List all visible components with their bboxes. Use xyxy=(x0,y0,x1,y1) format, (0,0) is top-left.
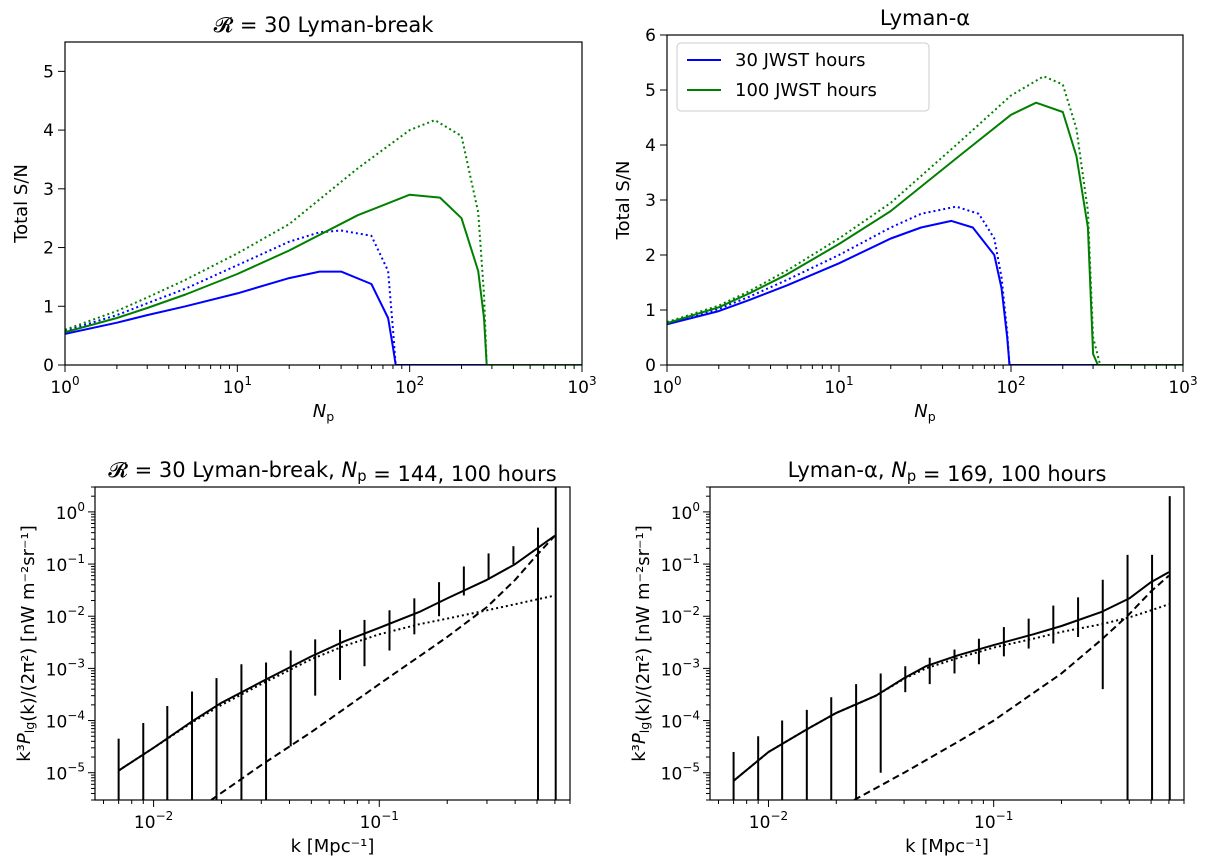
y-tick-label: 10−4 xyxy=(46,709,85,733)
y-tick-label: 0 xyxy=(43,356,54,376)
plot-area xyxy=(667,75,1183,365)
series-line-2 xyxy=(667,205,1183,365)
series-line-1 xyxy=(732,571,1170,782)
x-tick-label: 103 xyxy=(1168,374,1197,398)
series-line-2 xyxy=(118,594,556,772)
series-line-1 xyxy=(667,219,1183,365)
y-tick-label: 10−1 xyxy=(661,552,700,576)
series-line-1 xyxy=(118,534,556,772)
series-line-3 xyxy=(667,101,1183,365)
series-line-2 xyxy=(65,229,582,365)
series-line-3 xyxy=(210,535,556,800)
y-tick-label: 10−1 xyxy=(46,552,85,576)
plot-area xyxy=(732,496,1171,800)
axes-frame xyxy=(94,486,571,801)
y-tick-label: 3 xyxy=(645,191,656,211)
y-tick-label: 6 xyxy=(645,26,656,46)
y-tick-label: 2 xyxy=(645,246,656,266)
x-tick-label: 101 xyxy=(824,374,853,398)
axes-frame xyxy=(709,486,1185,801)
y-tick-label: 1 xyxy=(645,301,656,321)
y-tick-label: 0 xyxy=(645,356,656,376)
y-tick-label: 10−2 xyxy=(46,604,85,628)
series-line-3 xyxy=(853,574,1170,800)
x-tick-label: 102 xyxy=(996,374,1025,398)
panel-2: 100 101 102 103 0 1 2 3 4 5 6 Lyman-α Np Total S/N 30 … xyxy=(613,6,1198,424)
panel-3: 10−2 10−1 10−5 10−4 10−3 10−2 10−1 100 𝓡 = 30 Ly… xyxy=(14,458,571,857)
x-tick-label: 103 xyxy=(567,374,596,398)
x-axis-label: Np xyxy=(313,401,334,424)
y-tick-label: 4 xyxy=(645,136,656,156)
panel-title: 𝓡 = 30 Lyman-break xyxy=(214,13,435,37)
panel-4: 10−2 10−1 10−5 10−4 10−3 10−2 10−1 100 Lyman-α, … xyxy=(629,458,1185,857)
y-tick-label: 10−5 xyxy=(46,761,85,785)
plot-area xyxy=(117,487,557,800)
panel-title: 𝓡 = 30 Lyman-break, Np = 144, 100 hours xyxy=(108,458,556,486)
y-tick-label: 10−2 xyxy=(661,604,700,628)
panel-1: 100 101 102 103 0 1 2 3 4 5 𝓡 = 30 Lyman-break Np To… xyxy=(11,13,597,424)
x-tick-label: 10−1 xyxy=(360,809,399,833)
y-axis-label: k³Plg(k)/(2π²) [nW m⁻²sr⁻¹] xyxy=(629,525,654,762)
x-tick-label: 10−2 xyxy=(749,809,788,833)
y-tick-label: 5 xyxy=(43,62,54,82)
panel-title: Lyman-α xyxy=(880,6,970,30)
y-tick-label: 10−3 xyxy=(46,656,85,680)
x-tick-label: 100 xyxy=(652,374,681,398)
x-tick-label: 101 xyxy=(223,374,252,398)
y-tick-label: 5 xyxy=(645,81,656,101)
x-tick-label: 100 xyxy=(50,374,79,398)
y-tick-label: 1 xyxy=(43,297,54,317)
series-line-1 xyxy=(65,270,582,365)
y-tick-label: 10−4 xyxy=(661,709,700,733)
y-axis-label: Total S/N xyxy=(11,164,32,244)
x-axis-label: k [Mpc⁻¹] xyxy=(905,836,989,857)
y-tick-label: 10−3 xyxy=(661,656,700,680)
x-tick-label: 10−2 xyxy=(134,809,173,833)
plot-area xyxy=(65,119,582,365)
series-line-3 xyxy=(65,193,582,365)
series-line-4 xyxy=(667,75,1183,365)
y-tick-label: 100 xyxy=(671,500,700,524)
legend-label: 100 JWST hours xyxy=(735,80,877,101)
panel-title: Lyman-α, Np = 169, 100 hours xyxy=(788,458,1107,486)
x-axis-label: Np xyxy=(914,401,935,424)
axes-frame xyxy=(64,41,583,366)
legend-box xyxy=(676,42,930,112)
series-line-4 xyxy=(65,119,582,365)
y-axis-label: Total S/N xyxy=(613,161,634,241)
y-tick-label: 2 xyxy=(43,239,54,259)
y-tick-label: 3 xyxy=(43,180,54,200)
x-tick-label: 102 xyxy=(395,374,424,398)
x-axis-label: k [Mpc⁻¹] xyxy=(291,836,375,857)
x-tick-label: 10−1 xyxy=(974,809,1013,833)
y-tick-label: 10−5 xyxy=(661,761,700,785)
legend-label: 30 JWST hours xyxy=(735,50,865,71)
y-tick-label: 100 xyxy=(56,500,85,524)
y-tick-label: 4 xyxy=(43,121,54,141)
y-axis-label: k³Plg(k)/(2π²) [nW m⁻²sr⁻¹] xyxy=(14,525,39,762)
legend: 30 JWST hours 100 JWST hours xyxy=(676,42,930,112)
